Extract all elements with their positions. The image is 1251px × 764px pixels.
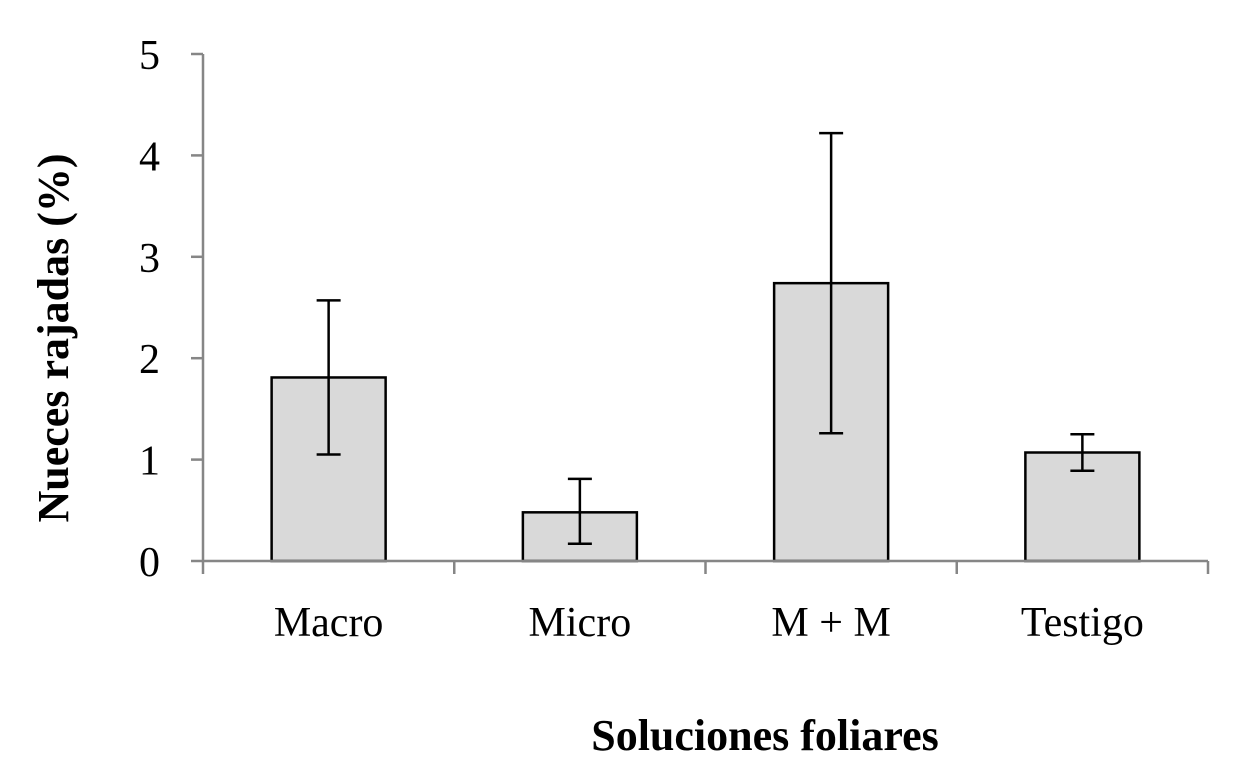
y-tick-label: 5 [139, 33, 160, 79]
y-tick-label: 1 [139, 439, 160, 485]
x-tick-label: Testigo [1021, 600, 1144, 646]
tick-labels: Macro Micro M + M Testigo 0 1 2 3 4 5 [139, 33, 1144, 646]
x-tick-label: M + M [771, 600, 890, 646]
y-tick-label: 4 [139, 134, 160, 180]
y-axis-title: Nueces rajadas (%) [29, 153, 78, 522]
y-tick-label: 3 [139, 236, 160, 282]
x-tick-label: Macro [274, 600, 384, 646]
x-axis-title: Soluciones foliares [591, 711, 939, 760]
x-tick-label: Micro [529, 600, 632, 646]
axes [191, 52, 1210, 574]
y-tick-label: 2 [139, 337, 160, 383]
y-tick-label: 0 [139, 540, 160, 586]
bar [1024, 451, 1141, 563]
bars [270, 281, 1141, 563]
error-bars [316, 131, 1095, 546]
